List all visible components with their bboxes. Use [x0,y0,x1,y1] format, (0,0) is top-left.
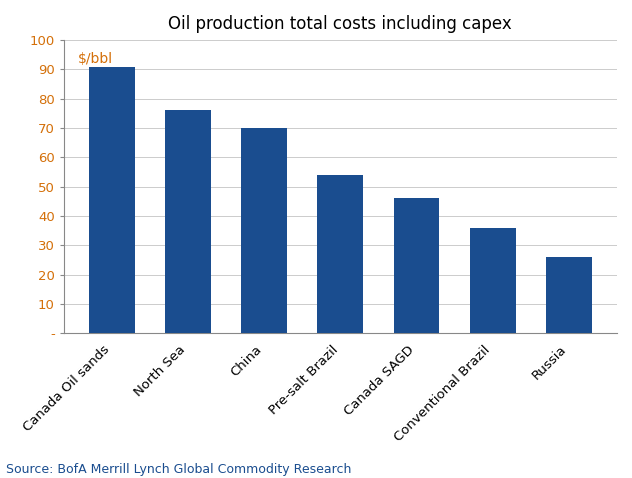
Bar [89,66,135,333]
Text: $/bbl: $/bbl [78,52,112,66]
Bar [394,198,439,333]
Bar [546,257,592,333]
Text: Source: BofA Merrill Lynch Global Commodity Research: Source: BofA Merrill Lynch Global Commod… [6,463,351,476]
Bar [317,175,363,333]
Bar [241,128,287,333]
Bar [470,228,516,333]
Bar [165,110,211,333]
Title: Oil production total costs including capex: Oil production total costs including cap… [169,15,512,33]
